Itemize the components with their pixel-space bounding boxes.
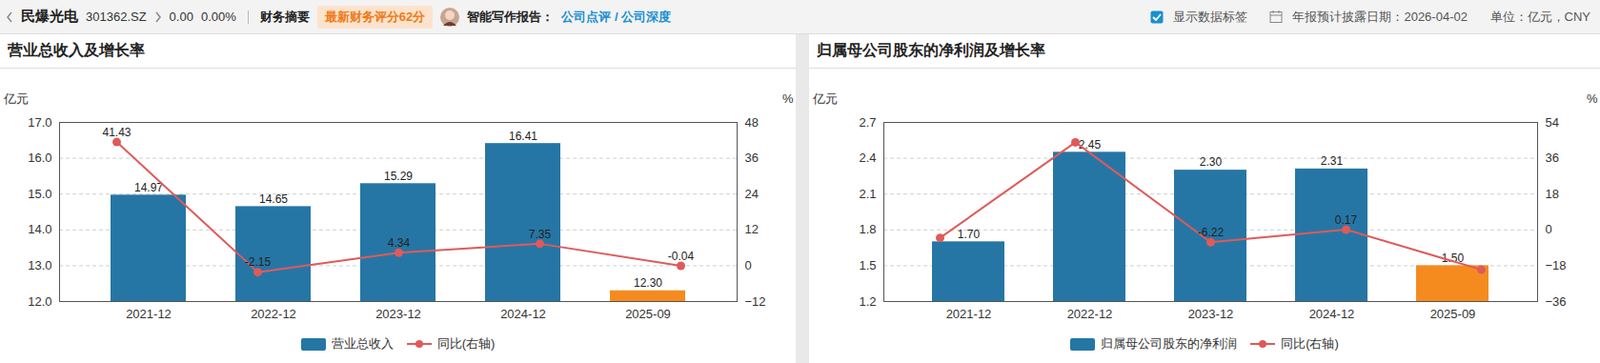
svg-text:-6.22: -6.22 (1197, 225, 1225, 240)
html-text:0.00%: 0.00% (200, 9, 237, 24)
svg-text:2025-09: 2025-09 (625, 306, 671, 322)
svg-text:−36: −36 (1545, 294, 1567, 309)
html-text:营业总收入: 营业总收入 (331, 336, 394, 351)
svg-text:0.17: 0.17 (1335, 213, 1358, 227)
html-text:最新财务评分62分: 最新财务评分62分 (324, 9, 426, 24)
svg-text:2025-09: 2025-09 (1430, 306, 1477, 322)
svg-text:2.4: 2.4 (858, 150, 876, 165)
svg-text:24: 24 (745, 186, 759, 202)
svg-text:2.45: 2.45 (1078, 138, 1102, 152)
html-text:归属母公司股东的净利润及增长率: 归属母公司股东的净利润及增长率 (816, 41, 1046, 59)
svg-text:12.30: 12.30 (633, 276, 663, 290)
svg-text:0: 0 (745, 258, 752, 273)
svg-text:17.0: 17.0 (27, 115, 52, 130)
svg-text:-0.04: -0.04 (668, 249, 695, 264)
html-text:智能写作报告：: 智能写作报告： (467, 9, 554, 24)
html-text:同比(右轴): 同比(右轴) (1280, 336, 1339, 351)
svg-text:1.50: 1.50 (1441, 251, 1464, 265)
svg-text:2024-12: 2024-12 (1309, 306, 1356, 322)
html-text:301362.SZ: 301362.SZ (85, 9, 147, 24)
html-text:财务摘要: 财务摘要 (259, 9, 310, 24)
svg-text:2022-12: 2022-12 (1067, 306, 1114, 322)
svg-text:2024-12: 2024-12 (500, 306, 547, 322)
svg-text:36: 36 (1545, 150, 1560, 165)
svg-text:12.0: 12.0 (27, 294, 52, 309)
svg-text:1.2: 1.2 (858, 294, 876, 309)
svg-text:亿元: 亿元 (811, 91, 838, 106)
svg-text:16.0: 16.0 (27, 150, 52, 165)
svg-text:41.43: 41.43 (101, 125, 131, 140)
html-text:公司点评/公司深度: 公司点评/公司深度 (561, 9, 671, 24)
svg-text:14.0: 14.0 (27, 222, 52, 237)
html-text:显示数据标签: 显示数据标签 (1172, 9, 1248, 24)
svg-text:15.29: 15.29 (384, 169, 413, 183)
svg-text:2.1: 2.1 (858, 186, 876, 202)
svg-text:%: % (782, 91, 794, 106)
html-text:年报预计披露日期：2026-04-02: 年报预计披露日期：2026-04-02 (1292, 9, 1468, 24)
html-text:民爆光电: 民爆光电 (20, 7, 79, 24)
svg-text:7.35: 7.35 (528, 227, 552, 242)
html-text:单位：亿元，CNY: 单位：亿元，CNY (1489, 9, 1591, 24)
svg-text:1.5: 1.5 (858, 258, 876, 273)
svg-text:12: 12 (745, 222, 759, 237)
html-text:同比(右轴): 同比(右轴) (437, 336, 495, 351)
svg-text:13.0: 13.0 (27, 258, 52, 273)
svg-text:54: 54 (1545, 115, 1560, 130)
svg-text:15.0: 15.0 (27, 186, 52, 202)
svg-text:14.65: 14.65 (259, 192, 288, 206)
svg-text:4.34: 4.34 (387, 236, 411, 250)
svg-text:%: % (1586, 91, 1599, 106)
svg-text:2022-12: 2022-12 (250, 306, 297, 322)
svg-text:-2.15: -2.15 (244, 255, 272, 269)
html-text:营业总收入及增长率: 营业总收入及增长率 (7, 41, 145, 59)
svg-text:−18: −18 (1545, 258, 1567, 273)
svg-text:2.30: 2.30 (1199, 155, 1223, 169)
html-text:0.00: 0.00 (169, 9, 194, 24)
svg-text:36: 36 (745, 150, 759, 165)
svg-text:2.31: 2.31 (1320, 154, 1344, 168)
svg-text:−12: −12 (745, 294, 767, 309)
svg-text:18: 18 (1545, 186, 1560, 202)
svg-text:14.97: 14.97 (134, 181, 163, 195)
svg-text:16.41: 16.41 (508, 129, 538, 143)
svg-text:0: 0 (1545, 222, 1553, 237)
svg-text:2021-12: 2021-12 (946, 306, 993, 322)
svg-text:1.8: 1.8 (858, 222, 876, 237)
svg-text:48: 48 (745, 115, 759, 130)
svg-text:亿元: 亿元 (2, 91, 29, 106)
svg-text:2021-12: 2021-12 (125, 306, 172, 322)
svg-text:2.7: 2.7 (858, 115, 876, 130)
svg-text:2023-12: 2023-12 (375, 306, 422, 322)
svg-text:2023-12: 2023-12 (1188, 306, 1235, 322)
svg-text:1.70: 1.70 (957, 227, 981, 242)
html-text:归属母公司股东的净利润: 归属母公司股东的净利润 (1100, 336, 1238, 351)
